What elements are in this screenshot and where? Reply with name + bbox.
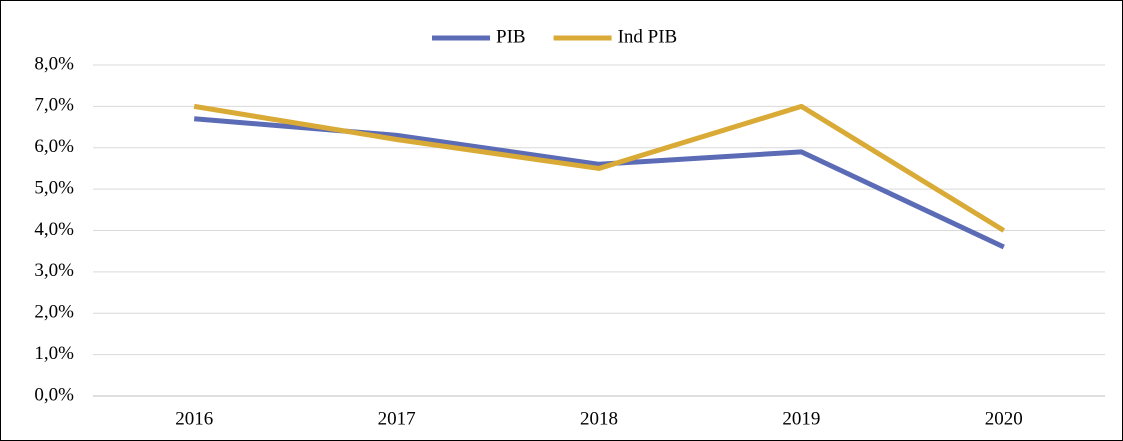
- y-tick-label: 0,0%: [34, 384, 74, 405]
- data-line: [193, 103, 1006, 233]
- x-tick-label: 2018: [580, 408, 618, 429]
- x-tick-label: 2016: [175, 408, 213, 429]
- y-tick-label: 6,0%: [34, 136, 74, 157]
- y-tick-label: 2,0%: [34, 302, 74, 323]
- y-tick-label: 1,0%: [34, 343, 74, 364]
- y-tick-label: 5,0%: [34, 177, 74, 198]
- y-tick-label: 4,0%: [34, 219, 74, 240]
- legend-label: PIB: [496, 26, 526, 47]
- y-tick-label: 7,0%: [34, 95, 74, 116]
- x-tick-label: 2017: [378, 408, 416, 429]
- y-tick-label: 3,0%: [34, 260, 74, 281]
- x-tick-label: 2020: [985, 408, 1023, 429]
- legend-label: Ind PIB: [618, 26, 678, 47]
- x-tick-label: 2019: [782, 408, 820, 429]
- y-tick-label: 8,0%: [34, 53, 74, 74]
